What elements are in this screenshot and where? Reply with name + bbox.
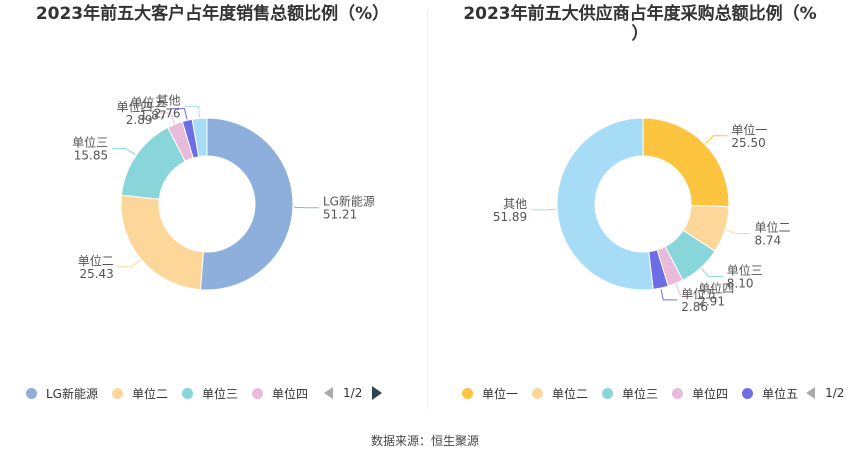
legend-item-unit2[interactable]: 单位二 bbox=[112, 385, 168, 402]
legend-suppliers: 单位一 单位二 单位三 单位四 单位五 1/2 bbox=[462, 384, 850, 402]
slice-category-label: LG新能源 bbox=[323, 194, 375, 209]
legend-page-indicator: 1/2 bbox=[343, 386, 363, 400]
donut-slice[interactable] bbox=[556, 117, 654, 291]
chart-title-customers: 2023年前五大客户占年度销售总额比例（%） bbox=[35, 4, 390, 24]
slice-category-label: 单位三 bbox=[727, 263, 763, 278]
label-leader-line bbox=[675, 284, 695, 296]
legend-label: LG新能源 bbox=[46, 386, 98, 401]
legend-pager: 1/2 bbox=[324, 386, 383, 400]
slice-value-label: 25.50 bbox=[731, 136, 765, 150]
slice-category-label: 单位五 bbox=[130, 95, 166, 110]
data-source-note: 数据来源：恒生聚源 bbox=[370, 434, 479, 448]
legend-item-unit2[interactable]: 单位二 bbox=[532, 385, 588, 402]
slice-value-label: 8.74 bbox=[754, 234, 781, 248]
slice-category-label: 其他 bbox=[503, 197, 527, 211]
label-leader-line bbox=[660, 289, 678, 301]
chart-title-suppliers-line1: 2023年前五大供应商占年度采购总额比例（% bbox=[463, 4, 817, 24]
slice-category-label: 单位二 bbox=[78, 253, 114, 268]
slice-value-label: 2.91 bbox=[698, 295, 725, 309]
legend-label: 单位四 bbox=[692, 386, 729, 401]
label-leader-line bbox=[184, 105, 200, 118]
slice-category-label: 单位二 bbox=[754, 220, 790, 235]
legend-item-lg[interactable]: LG新能源 bbox=[26, 385, 98, 402]
label-leader-line bbox=[705, 135, 728, 144]
slice-value-label: 51.21 bbox=[323, 208, 357, 222]
legend-item-unit5[interactable]: 单位五 bbox=[742, 385, 798, 402]
slice-category-label: 其他 bbox=[156, 93, 180, 107]
slice-value-label: 2.86 bbox=[681, 300, 708, 314]
legend-pager: 1/2 bbox=[806, 386, 850, 400]
slice-category-label: 单位五 bbox=[681, 286, 717, 301]
legend-label: 单位二 bbox=[132, 386, 169, 401]
slice-value-label: 25.43 bbox=[79, 267, 113, 281]
label-leader-line bbox=[117, 259, 141, 268]
label-leader-line bbox=[156, 112, 176, 124]
legend-next-icon[interactable] bbox=[372, 386, 383, 400]
donut-slice[interactable] bbox=[191, 117, 208, 158]
slice-value-label: 2.76 bbox=[154, 106, 181, 120]
legend-label: 单位三 bbox=[622, 386, 659, 401]
legend-item-unit3[interactable]: 单位三 bbox=[602, 385, 658, 402]
slice-value-label: 2.89 bbox=[126, 113, 153, 127]
legend-swatch bbox=[112, 387, 123, 399]
legend-swatch bbox=[26, 387, 37, 399]
legend-prev-icon[interactable] bbox=[324, 387, 334, 399]
slice-category-label: 单位四 bbox=[116, 99, 152, 114]
legend-swatch bbox=[532, 387, 544, 399]
legend-item-unit4[interactable]: 单位四 bbox=[672, 385, 728, 402]
legend-label: 单位二 bbox=[552, 386, 589, 401]
legend-customers: LG新能源 单位二 单位三 单位四 1/2 bbox=[26, 384, 383, 402]
legend-prev-icon[interactable] bbox=[806, 387, 816, 399]
panel-divider bbox=[427, 10, 428, 410]
legend-swatch bbox=[602, 387, 614, 399]
slice-value-label: 1.87 bbox=[140, 109, 167, 123]
legend-item-unit4[interactable]: 单位四 bbox=[252, 385, 308, 402]
label-leader-line bbox=[112, 148, 136, 156]
slice-value-label: 8.10 bbox=[727, 277, 754, 291]
donut-slice[interactable] bbox=[642, 117, 730, 208]
label-leader-line bbox=[725, 229, 751, 235]
legend-page-indicator: 1/2 bbox=[825, 386, 845, 400]
legend-swatch bbox=[182, 387, 194, 399]
chart-title-suppliers-line2: ） bbox=[631, 24, 649, 44]
legend-swatch bbox=[742, 387, 754, 399]
slice-category-label: 单位一 bbox=[731, 122, 767, 137]
slice-value-label: 51.89 bbox=[493, 210, 527, 224]
legend-swatch bbox=[672, 387, 684, 399]
label-leader-line bbox=[170, 108, 188, 120]
donut-slice[interactable] bbox=[199, 117, 294, 291]
label-leader-line bbox=[701, 268, 723, 278]
chart-title-suppliers: 2023年前五大供应商占年度采购总额比例（% ） bbox=[440, 4, 840, 44]
donut-slice[interactable] bbox=[120, 194, 204, 291]
slice-value-label: 15.85 bbox=[74, 149, 108, 163]
legend-item-unit1[interactable]: 单位一 bbox=[462, 385, 518, 402]
legend-label: 单位五 bbox=[762, 386, 799, 401]
legend-swatch bbox=[252, 387, 264, 399]
slice-category-label: 单位四 bbox=[698, 281, 734, 296]
label-leader-line bbox=[531, 208, 557, 211]
legend-label: 单位一 bbox=[482, 386, 519, 401]
legend-label: 单位四 bbox=[272, 386, 309, 401]
slice-category-label: 单位三 bbox=[72, 135, 108, 150]
legend-item-unit3[interactable]: 单位三 bbox=[182, 385, 238, 402]
legend-label: 单位三 bbox=[202, 386, 239, 401]
legend-swatch bbox=[462, 387, 473, 399]
